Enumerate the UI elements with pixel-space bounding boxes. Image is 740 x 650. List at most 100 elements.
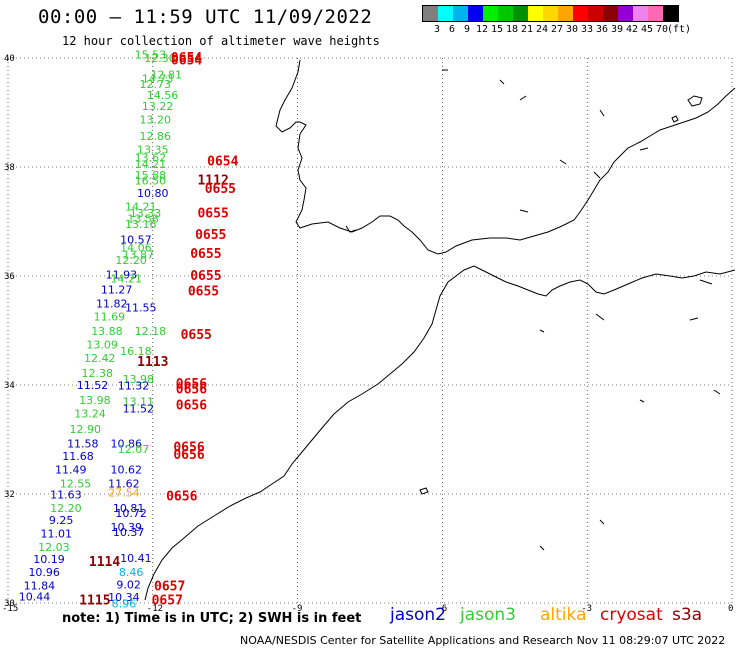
wave-height-value: 12.20 — [115, 254, 147, 267]
wave-height-value: 11.62 — [108, 477, 140, 490]
coastline — [144, 59, 736, 601]
wave-height-value: 11.58 — [67, 438, 99, 451]
wave-height-value: 11.49 — [55, 463, 87, 476]
legend-entry-s3a: s3a — [672, 605, 703, 625]
axis-labels: 40 38 36 34 32 30-15 -12 -9 -6 -3 0 — [2, 54, 733, 614]
color-scale-cell — [468, 6, 483, 21]
color-scale-cell — [558, 6, 573, 21]
wave-height-value: 14.06 — [120, 241, 152, 254]
wave-height-value: 13.88 — [91, 325, 123, 338]
pass-time-label: 0655 — [195, 228, 226, 243]
wave-height-value: 11.32 — [118, 379, 150, 392]
map-subtitle: 12 hour collection of altimeter wave hei… — [62, 34, 380, 48]
wave-height-value: 13.62 — [135, 152, 167, 165]
pass-time-label: 0656 — [173, 441, 204, 456]
pass-time-label: 1112 — [197, 174, 228, 189]
wave-height-value: 12.38 — [82, 367, 114, 380]
color-scale-cell — [543, 6, 558, 21]
wave-height-value: 12.55 — [60, 477, 92, 490]
wave-height-value: 11.63 — [50, 488, 82, 501]
wave-height-value: 13.16 — [125, 218, 157, 231]
wave-height-value: 12.81 — [151, 69, 183, 82]
wave-height-value: 10.34 — [108, 591, 140, 604]
lat-lon-grid — [7, 57, 733, 604]
color-scale-label: 12 — [475, 24, 489, 35]
coast-detail — [699, 279, 713, 285]
pass-time-label: 0654 — [171, 54, 202, 69]
wave-height-value: 11.27 — [101, 283, 133, 296]
pass-time-label: 0655 — [188, 284, 219, 299]
wave-height-value: 11.52 — [77, 379, 109, 392]
wave-height-value: 12.42 — [84, 352, 116, 365]
color-scale-cell — [603, 6, 618, 21]
pass-time-label: 0654 — [171, 51, 202, 66]
lon-tick-label: 0 — [728, 604, 733, 614]
credit-line: NOAA/NESDIS Center for Satellite Applica… — [240, 634, 726, 647]
wave-height-value: 10.39 — [111, 521, 143, 534]
pass-time-label: 0655 — [190, 247, 221, 262]
pass-time-label: 0656 — [173, 448, 204, 463]
pass-time-label: 1115 — [79, 593, 110, 608]
color-scale-label: 24 — [535, 24, 549, 35]
color-scale-label: 39 — [610, 24, 624, 35]
map-title: 00:00 – 11:59 UTC 11/09/2022 — [38, 6, 373, 28]
wave-height-value: 10.41 — [120, 552, 152, 565]
coast-detail — [593, 171, 601, 179]
color-scale-cell — [648, 6, 663, 21]
wave-height-value: 11.52 — [123, 402, 155, 415]
wave-height-value: 10.62 — [111, 463, 143, 476]
wave-height-value: 14.73 — [142, 73, 174, 86]
color-scale-cell — [483, 6, 498, 21]
pass-time-label: 0654 — [207, 155, 238, 170]
iberia-coastline — [275, 59, 736, 255]
pass-time-label: 1113 — [137, 355, 168, 370]
color-scale-label: 18 — [505, 24, 519, 35]
wave-height-value: 13.24 — [74, 408, 106, 421]
pass-time-label: 0656 — [166, 490, 197, 505]
pass-time-label: 1114 — [89, 555, 120, 570]
wave-height-value: 10.72 — [115, 507, 147, 520]
lon-tick-label: -3 — [581, 604, 592, 614]
wave-height-value: 11.93 — [106, 269, 138, 282]
wave-height-value: 11.82 — [96, 298, 128, 311]
color-scale-cell — [528, 6, 543, 21]
wave-height-value: 12.30 — [144, 52, 176, 65]
color-scale: 3 6 9 12 15 18 21 24 27 30 33 36 39 42 45 70 (ft) — [422, 5, 691, 36]
wave-height-value: 12.90 — [69, 423, 101, 436]
color-scale-label: 42 — [625, 24, 639, 35]
lat-tick-label: 30 — [4, 599, 15, 609]
legend-entry-jason3: jason3 — [460, 605, 516, 625]
color-scale-cell — [423, 6, 438, 21]
wave-height-value: 12.18 — [135, 325, 167, 338]
coast-detail — [713, 389, 721, 395]
lon-tick-label: -15 — [2, 604, 18, 614]
wave-height-value: 9.02 — [116, 578, 141, 591]
pass-time-label: 0656 — [176, 399, 207, 414]
wave-height-value: 15.88 — [135, 169, 167, 182]
wave-height-value: 12.07 — [118, 443, 150, 456]
wave-height-value: 10.86 — [111, 438, 143, 451]
coast-detail — [519, 209, 529, 213]
pass-time-label: 0656 — [176, 377, 207, 392]
mallorca-island — [687, 95, 703, 107]
wave-height-value: 11.69 — [94, 311, 126, 324]
color-scale-cell — [573, 6, 588, 21]
lat-tick-label: 32 — [4, 490, 15, 500]
coast-detail — [539, 545, 545, 551]
coast-detail — [539, 329, 545, 333]
footnote: note: 1) Time is in UTC; 2) SWH is in fe… — [62, 611, 362, 626]
pass-time-labels: 0654065406541112065506550655065506550655… — [79, 51, 238, 608]
color-scale-cell — [513, 6, 528, 21]
africa-coastline — [144, 265, 736, 601]
pass-time-label: 0657 — [152, 593, 183, 608]
color-scale-label: 15 — [490, 24, 504, 35]
wave-height-value: 10.19 — [33, 553, 65, 566]
color-scale-cell — [663, 6, 678, 21]
wave-height-value: 8.96 — [112, 597, 137, 610]
wave-height-value: 10.37 — [113, 526, 145, 539]
wave-height-value: 10.44 — [19, 590, 51, 603]
wave-height-value: 13.20 — [139, 113, 171, 126]
lat-tick-label: 40 — [4, 54, 15, 64]
